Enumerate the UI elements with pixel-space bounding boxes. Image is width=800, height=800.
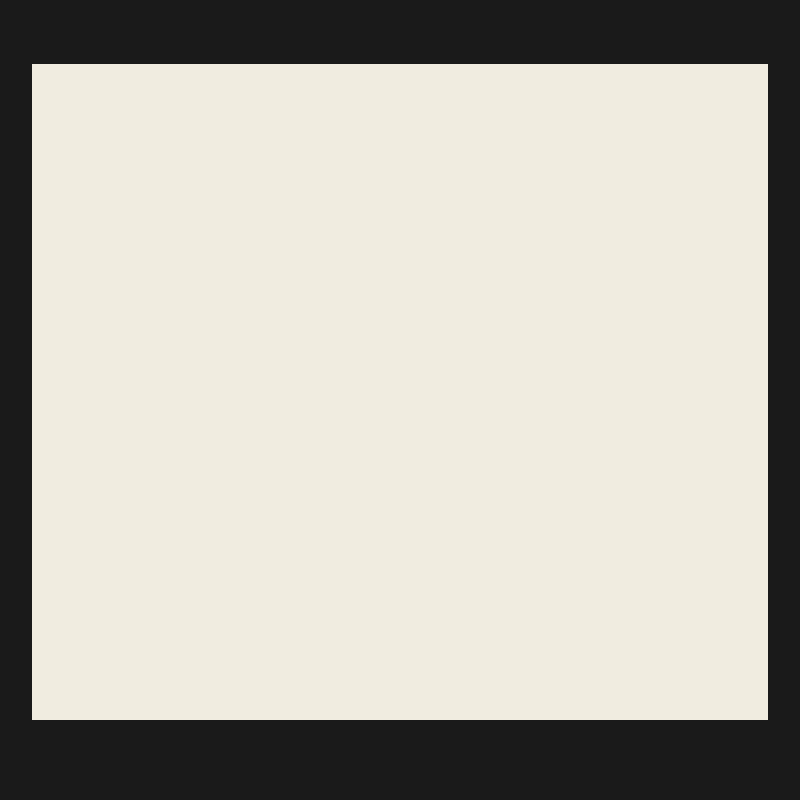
Text: 2: 2 bbox=[497, 662, 504, 673]
Text: 8: 8 bbox=[657, 662, 664, 673]
Text: K: K bbox=[556, 534, 567, 548]
Text: H: H bbox=[134, 582, 146, 598]
Text: 12: 12 bbox=[469, 346, 488, 361]
Text: △GHI ~ △KLJ: △GHI ~ △KLJ bbox=[224, 201, 348, 218]
Text: 20: 20 bbox=[124, 446, 143, 461]
Text: 9: 9 bbox=[565, 446, 574, 461]
Text: 6: 6 bbox=[604, 662, 610, 673]
FancyBboxPatch shape bbox=[432, 644, 698, 690]
Circle shape bbox=[490, 657, 511, 678]
Text: POSSIBLE POINTS: 10: POSSIBLE POINTS: 10 bbox=[597, 133, 702, 143]
Text: 9: 9 bbox=[683, 662, 690, 673]
Text: G: G bbox=[342, 589, 354, 604]
Text: 5: 5 bbox=[577, 662, 584, 673]
Text: Show all work.: Show all work. bbox=[444, 164, 546, 177]
Text: 3: 3 bbox=[524, 662, 530, 673]
Text: J: J bbox=[395, 355, 401, 370]
Text: Find the length of the unknown side marked with a variable.: Find the length of the unknown side mark… bbox=[125, 164, 506, 177]
Text: 1: 1 bbox=[470, 662, 478, 673]
Text: x: x bbox=[244, 595, 254, 610]
Text: 4: 4 bbox=[550, 662, 558, 673]
Text: L: L bbox=[556, 355, 566, 370]
Text: ◄: ◄ bbox=[443, 662, 451, 673]
Text: I: I bbox=[141, 306, 146, 321]
Text: 7: 7 bbox=[630, 662, 638, 673]
